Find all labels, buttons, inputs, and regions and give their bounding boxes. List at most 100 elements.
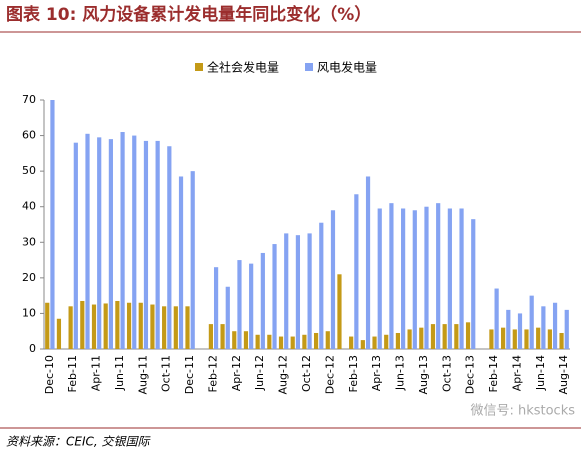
bar xyxy=(489,329,494,349)
x-tick-label: Dec-13 xyxy=(464,355,477,394)
y-tick-label: 10 xyxy=(22,306,36,319)
y-tick-label: 30 xyxy=(22,235,36,248)
bar xyxy=(424,206,429,349)
chart-title: 图表 10: 风力设备累计发电量年同比变化（%） xyxy=(6,4,371,25)
bar xyxy=(260,252,265,349)
bar xyxy=(162,306,167,349)
x-tick-label: Aug-13 xyxy=(417,355,430,394)
bar xyxy=(337,274,342,349)
bar xyxy=(459,208,464,349)
y-tick-label: 70 xyxy=(22,93,36,106)
x-tick-label: Feb-13 xyxy=(347,355,360,392)
bar xyxy=(225,286,230,349)
y-tick-label: 40 xyxy=(22,200,36,213)
bar xyxy=(267,334,272,349)
bar xyxy=(419,327,424,349)
source: 资料来源：CEIC, 交银国际 xyxy=(6,435,152,449)
bar xyxy=(395,332,401,349)
bar xyxy=(407,329,412,349)
y-tick-label: 60 xyxy=(22,129,36,142)
bar xyxy=(471,219,476,349)
y-tick-label: 0 xyxy=(29,342,36,355)
bar xyxy=(349,336,354,349)
x-tick-label: Aug-11 xyxy=(136,355,149,394)
bar xyxy=(442,324,447,349)
bar xyxy=(284,233,289,349)
legend-label: 全社会发电量 xyxy=(207,60,279,75)
bar xyxy=(208,324,213,349)
bar xyxy=(290,336,295,349)
x-tick-label: Feb-12 xyxy=(206,355,219,392)
bar xyxy=(564,309,569,349)
bar xyxy=(354,194,359,349)
bar xyxy=(255,334,260,349)
bar xyxy=(120,132,125,349)
bar xyxy=(330,210,336,349)
x-tick-label: Feb-14 xyxy=(487,355,500,392)
bar xyxy=(143,140,149,349)
x-tick-label: Jun-11 xyxy=(113,355,126,391)
bar xyxy=(50,100,55,349)
bar xyxy=(178,176,184,349)
bar xyxy=(529,295,534,349)
bar xyxy=(454,324,459,349)
x-tick-label: Apr-14 xyxy=(510,355,523,391)
bar xyxy=(167,146,172,349)
bar xyxy=(243,331,249,349)
bar xyxy=(552,302,558,349)
x-tick-label: Feb-11 xyxy=(66,355,79,392)
bar xyxy=(126,302,132,349)
bar xyxy=(56,318,62,349)
bar xyxy=(155,140,160,349)
bar xyxy=(430,324,436,349)
x-tick-label: Apr-13 xyxy=(370,355,383,391)
x-tick-label: Jun-12 xyxy=(253,355,266,391)
y-tick-label: 50 xyxy=(22,164,36,177)
bar xyxy=(190,171,195,349)
bar xyxy=(232,331,237,349)
x-tick-label: Apr-11 xyxy=(90,355,103,391)
bar xyxy=(97,137,102,349)
bar xyxy=(295,235,301,349)
bar xyxy=(249,263,254,349)
bar xyxy=(220,324,225,349)
bar xyxy=(313,332,319,349)
bar xyxy=(536,327,541,349)
x-tick-label: Aug-12 xyxy=(277,355,290,394)
bar xyxy=(465,322,471,349)
bar xyxy=(173,306,178,349)
bar xyxy=(524,329,529,349)
bar xyxy=(559,332,564,349)
bar xyxy=(541,306,546,349)
bar xyxy=(447,208,452,349)
bar xyxy=(185,306,190,349)
x-tick-label: Oct-13 xyxy=(440,355,453,392)
bar xyxy=(401,208,406,349)
x-tick-label: Dec-10 xyxy=(43,355,56,394)
bar xyxy=(325,331,330,349)
bar xyxy=(506,309,511,349)
bar xyxy=(436,203,441,349)
x-tick-label: Oct-11 xyxy=(160,355,173,392)
bar xyxy=(319,222,324,349)
bar xyxy=(501,327,506,349)
bar xyxy=(68,306,73,349)
bar xyxy=(73,142,78,349)
x-tick-label: Jun-14 xyxy=(534,355,547,391)
bar xyxy=(412,210,417,349)
legend-label: 风电发电量 xyxy=(317,60,377,75)
watermark: 微信号: hkstocks xyxy=(470,404,575,419)
bar xyxy=(237,260,242,349)
x-tick-label: Apr-12 xyxy=(230,355,243,391)
bar xyxy=(108,139,113,349)
bar xyxy=(384,334,389,349)
x-tick-label: Aug-14 xyxy=(557,355,570,394)
bar xyxy=(307,233,312,349)
bar xyxy=(213,267,219,349)
bar xyxy=(278,336,284,349)
bar xyxy=(80,300,85,349)
bar xyxy=(377,208,382,349)
bar xyxy=(494,288,499,349)
x-tick-label: Jun-13 xyxy=(394,355,407,391)
